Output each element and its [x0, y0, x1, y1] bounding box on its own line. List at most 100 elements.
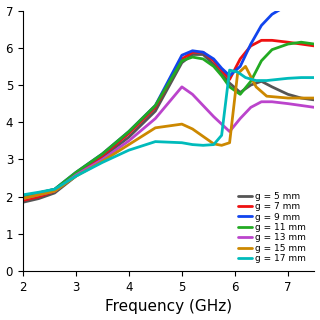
g = 17 mm [201, 143, 205, 147]
g = 11 mm [220, 74, 224, 78]
g = 15 mm [201, 134, 205, 138]
g = 15 mm [74, 174, 78, 178]
g = 5 mm [37, 197, 41, 201]
g = 9 mm [190, 49, 194, 53]
g = 15 mm [37, 193, 41, 197]
g = 15 mm [220, 143, 224, 147]
g = 13 mm [228, 130, 231, 133]
g = 17 mm [37, 190, 41, 194]
g = 7 mm [286, 40, 290, 44]
g = 7 mm [220, 68, 224, 72]
g = 15 mm [212, 142, 216, 146]
g = 9 mm [127, 130, 131, 133]
g = 13 mm [270, 100, 274, 104]
g = 11 mm [37, 191, 41, 195]
g = 5 mm [127, 135, 131, 139]
g = 7 mm [299, 42, 303, 46]
g = 5 mm [238, 91, 242, 94]
g = 11 mm [313, 42, 316, 46]
g = 9 mm [153, 104, 157, 108]
g = 13 mm [249, 105, 253, 109]
g = 17 mm [244, 76, 247, 79]
g = 15 mm [236, 72, 239, 76]
g = 7 mm [201, 50, 205, 54]
g = 11 mm [201, 57, 205, 61]
g = 7 mm [260, 38, 263, 42]
g = 5 mm [286, 92, 290, 96]
g = 7 mm [249, 44, 253, 48]
g = 13 mm [21, 197, 25, 201]
g = 17 mm [212, 143, 216, 147]
g = 15 mm [100, 159, 104, 163]
g = 7 mm [21, 198, 25, 202]
g = 7 mm [37, 195, 41, 199]
g = 7 mm [238, 57, 242, 61]
g = 9 mm [220, 66, 224, 70]
g = 9 mm [212, 57, 216, 61]
g = 13 mm [100, 157, 104, 161]
g = 17 mm [313, 76, 316, 79]
Line: g = 17 mm: g = 17 mm [23, 70, 315, 195]
g = 11 mm [127, 130, 131, 133]
g = 7 mm [153, 105, 157, 109]
g = 9 mm [270, 12, 274, 16]
g = 17 mm [180, 141, 184, 145]
g = 9 mm [21, 195, 25, 199]
g = 11 mm [190, 55, 194, 59]
g = 13 mm [313, 105, 316, 109]
g = 15 mm [244, 65, 247, 68]
g = 7 mm [180, 57, 184, 61]
g = 13 mm [260, 100, 263, 104]
g = 13 mm [74, 173, 78, 177]
g = 13 mm [201, 104, 205, 108]
g = 17 mm [299, 76, 303, 79]
Line: g = 11 mm: g = 11 mm [23, 42, 315, 197]
g = 15 mm [190, 127, 194, 131]
g = 9 mm [228, 74, 231, 78]
g = 17 mm [220, 133, 224, 137]
g = 13 mm [53, 189, 57, 193]
g = 5 mm [212, 63, 216, 67]
g = 13 mm [153, 116, 157, 120]
g = 11 mm [100, 152, 104, 156]
g = 13 mm [37, 193, 41, 197]
g = 11 mm [212, 65, 216, 68]
Line: g = 9 mm: g = 9 mm [23, 0, 315, 197]
g = 17 mm [53, 187, 57, 191]
g = 11 mm [53, 187, 57, 191]
g = 7 mm [313, 44, 316, 48]
g = 17 mm [236, 70, 239, 74]
g = 9 mm [238, 65, 242, 68]
g = 13 mm [212, 115, 216, 119]
g = 17 mm [21, 193, 25, 197]
g = 5 mm [270, 85, 274, 89]
g = 15 mm [153, 126, 157, 130]
g = 15 mm [53, 189, 57, 193]
g = 5 mm [228, 81, 231, 85]
g = 11 mm [21, 195, 25, 199]
g = 5 mm [313, 98, 316, 102]
g = 17 mm [228, 68, 231, 72]
g = 13 mm [127, 139, 131, 143]
g = 9 mm [74, 171, 78, 174]
g = 7 mm [53, 189, 57, 193]
g = 7 mm [190, 50, 194, 54]
g = 15 mm [313, 96, 316, 100]
g = 11 mm [270, 48, 274, 52]
g = 7 mm [127, 132, 131, 135]
g = 11 mm [180, 59, 184, 63]
Legend: g = 5 mm, g = 7 mm, g = 9 mm, g = 11 mm, g = 13 mm, g = 15 mm, g = 17 mm: g = 5 mm, g = 7 mm, g = 9 mm, g = 11 mm,… [235, 188, 310, 267]
g = 5 mm [190, 52, 194, 56]
g = 13 mm [220, 122, 224, 126]
g = 15 mm [286, 96, 290, 100]
g = 5 mm [249, 83, 253, 87]
g = 11 mm [299, 40, 303, 44]
g = 15 mm [265, 94, 268, 98]
X-axis label: Frequency (GHz): Frequency (GHz) [105, 300, 232, 315]
g = 7 mm [228, 77, 231, 81]
g = 5 mm [260, 79, 263, 83]
g = 11 mm [238, 92, 242, 96]
g = 5 mm [53, 191, 57, 195]
g = 5 mm [74, 174, 78, 178]
g = 9 mm [53, 187, 57, 191]
